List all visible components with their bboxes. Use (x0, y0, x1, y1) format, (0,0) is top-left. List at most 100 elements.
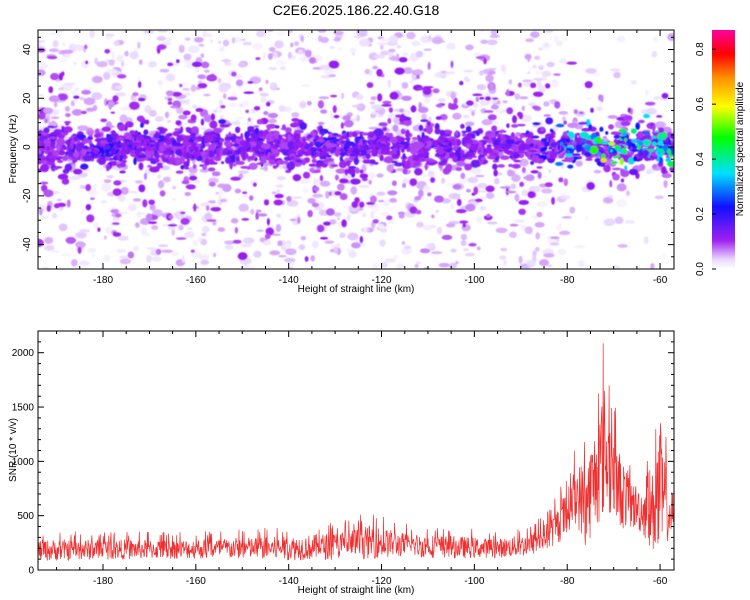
spectrogram-band-blob (179, 155, 186, 164)
spectrogram-noise-blob (39, 61, 44, 66)
spectrogram-band-blob (602, 143, 608, 147)
spectrogram-noise-blob (362, 212, 367, 218)
spectrogram-noise-blob (269, 82, 278, 91)
spectrogram-noise-blob (117, 194, 126, 202)
spectrogram-peak-blob (250, 155, 254, 158)
colorbar-tick-label: 0.4 (695, 152, 706, 166)
spectrogram-band-blob (391, 147, 399, 155)
spectrogram-band-blob (483, 136, 491, 140)
spectrogram-noise-blob (268, 118, 277, 124)
spectrogram-noise-blob (157, 30, 168, 33)
spectrogram-scatter-blob (39, 181, 49, 185)
spectrogram-noise-blob (119, 114, 128, 123)
spectrogram-noise-blob (518, 255, 523, 264)
spectrogram-band-blob (368, 143, 377, 148)
spectrogram-noise-blob (548, 169, 552, 174)
spectrogram-band-blob (404, 160, 411, 169)
spectrogram-noise-blob (182, 87, 190, 91)
spectrogram-band-blob (567, 164, 574, 169)
spectrogram-band-blob (347, 147, 354, 152)
spectrogram-noise-blob (356, 30, 368, 36)
spectrogram-noise-blob (73, 62, 77, 65)
spectrogram-noise-blob (423, 184, 431, 192)
spectrogram-band-blob (346, 131, 350, 138)
spectrogram-noise-blob (232, 120, 241, 126)
spectrogram-noise-blob (406, 31, 416, 40)
spectrogram-scatter-blob (159, 190, 166, 197)
spectrogram-noise-blob (378, 199, 385, 203)
spectrogram-scatter-blob (190, 114, 197, 122)
spectrogram-noise-blob (201, 232, 207, 237)
spectrogram-noise-blob (650, 262, 655, 269)
spectrogram-band-blob (599, 149, 605, 154)
spectrogram-band-blob (104, 153, 114, 157)
spectrogram-noise-blob (368, 70, 373, 76)
spectrogram-scatter-blob (292, 174, 302, 182)
spectrogram-scatter-blob (369, 195, 377, 204)
spectrogram-peak-blob (162, 150, 169, 155)
spectrogram-band-blob (530, 135, 540, 139)
spectrogram-peak-blob (288, 145, 294, 150)
spectrogram-scatter-blob (72, 168, 83, 175)
spectrogram-peak-blob (497, 134, 501, 139)
spectrogram-scatter-blob (147, 164, 153, 168)
spectrogram-noise-blob (300, 35, 304, 43)
spectrogram-noise-blob (298, 244, 306, 251)
spectrogram-scatter-blob (195, 107, 204, 113)
spectrogram-noise-blob (184, 231, 195, 239)
spectrogram-scatter-blob (341, 219, 348, 228)
spectrogram-noise-blob (204, 212, 213, 221)
spectrogram-band-blob (204, 158, 211, 166)
spectrogram-scatter-blob (414, 167, 423, 176)
spectrogram-band-blob (266, 126, 271, 131)
spectrogram-band-blob (184, 135, 191, 141)
spectrogram-noise-blob (569, 206, 576, 214)
spectrogram-scatter-blob (505, 190, 517, 194)
snr-y-tick-label: 2000 (12, 348, 35, 359)
spectrogram-scatter-blob (148, 199, 155, 205)
spectrogram-peak-blob (445, 145, 451, 149)
spectrogram-band-blob (613, 134, 621, 139)
spectrogram-scatter-blob (529, 82, 537, 89)
spectrogram-scatter-blob (180, 211, 186, 215)
spectrogram-peak-blob (656, 158, 660, 162)
spectrogram-noise-blob (403, 67, 413, 74)
spectrogram-scatter-blob (531, 105, 540, 110)
spectrogram-noise-blob (83, 97, 96, 106)
spectrogram-band-blob (452, 155, 458, 162)
spectrogram-peak-blob (50, 157, 56, 163)
spectrogram-noise-blob (161, 249, 174, 254)
spectrogram-noise-blob (116, 54, 124, 63)
spectrogram-scatter-blob (53, 101, 58, 108)
spectrogram-band-blob (387, 117, 392, 124)
spectrogram-band-blob (420, 119, 429, 122)
spectrogram-y-tick-label: -40 (22, 237, 33, 252)
spectrogram-scatter-blob (132, 92, 139, 97)
spectrogram-noise-blob (215, 191, 219, 195)
spectrogram-scatter-blob (249, 195, 254, 201)
spectrogram-band-blob (334, 148, 341, 157)
spectrogram-scatter-blob (248, 162, 258, 170)
spectrogram-peak-blob (547, 137, 551, 143)
spectrogram-noise-blob (291, 54, 296, 60)
spectrogram-band-blob (138, 162, 144, 171)
spectrogram-band-blob (633, 156, 638, 162)
spectrogram-noise-blob (242, 100, 250, 107)
spectrogram-band-blob (555, 123, 565, 128)
spectrogram-band-blob (93, 148, 99, 154)
spectrogram-peak-blob (290, 156, 295, 160)
spectrogram-band-blob (368, 131, 373, 135)
spectrogram-scatter-blob (554, 101, 561, 109)
spectrogram-band-blob (207, 144, 215, 153)
spectrogram-noise-blob (535, 232, 540, 240)
spectrogram-noise-blob (428, 170, 435, 178)
spectrogram-peak-blob (609, 149, 613, 153)
spectrogram-x-label: Height of straight line (km) (298, 284, 415, 295)
spectrogram-noise-blob (274, 40, 284, 49)
spectrogram-noise-blob (238, 62, 246, 68)
spectrogram-noise-blob (105, 226, 112, 235)
spectrogram-noise-blob (485, 192, 495, 200)
spectrogram-scatter-blob (435, 103, 444, 108)
spectrogram-band-blob (443, 133, 452, 137)
spectrogram-scatter-blob (388, 107, 394, 113)
